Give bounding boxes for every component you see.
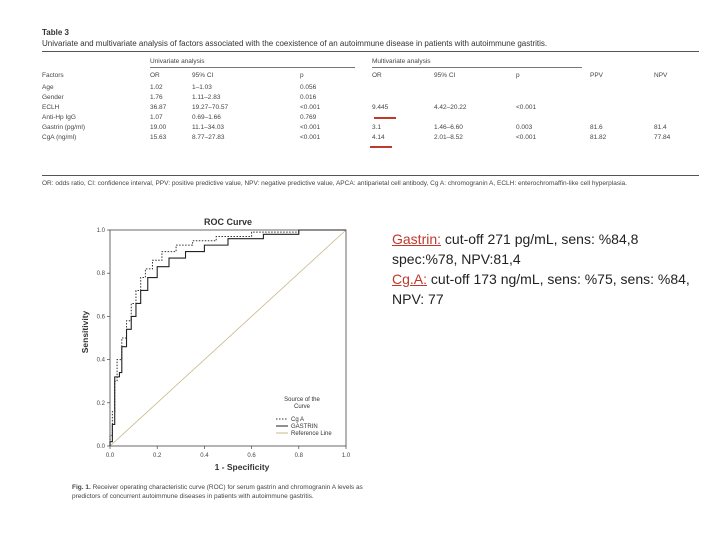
- note-cga-name: Cg.A:: [392, 271, 428, 287]
- group-univariate-line: [150, 67, 355, 68]
- series-cga-line: [109, 229, 346, 446]
- figure-caption-label: Fig. 1.: [72, 484, 91, 491]
- roc-chart: ROC Curve 0.00.0 0.2 0.2 0.4 0.4 0.6 0.6 0.8 0.8…: [80, 214, 370, 482]
- cell-ci-uni: 11.1–34.03: [192, 124, 225, 131]
- cell-or-uni: 1.76: [150, 94, 163, 101]
- header-ci-multi: 95% CI: [434, 72, 456, 79]
- group-univariate: Univariate analysis: [150, 58, 205, 65]
- chart-legend: Source of the Curve Cg A GASTRIN Referen…: [276, 397, 332, 437]
- cell-factor: Gastrin (pg/ml): [42, 124, 85, 131]
- y-tick-label: 1.0: [97, 228, 106, 234]
- cell-p-uni: <0.001: [300, 134, 321, 141]
- cell-ci-multi: 1.46–6.60: [434, 124, 463, 131]
- legend-title-line2: Curve: [294, 404, 311, 410]
- cell-ci-uni: 8.77–27.83: [192, 134, 225, 141]
- header-npv: NPV: [654, 72, 668, 79]
- y-tick-label: 0.6: [97, 314, 106, 320]
- cell-npv: 81.4: [654, 124, 667, 131]
- cell-factor: Gender: [42, 94, 64, 101]
- cell-or-uni: 15.63: [150, 134, 167, 141]
- cell-factor: ECLH: [42, 104, 60, 111]
- cell-ci-uni: 0.69–1.66: [192, 114, 221, 121]
- cell-ci-uni: 1.11–2.83: [192, 94, 221, 101]
- y-tick-label: 0.4: [97, 358, 106, 364]
- cell-ppv: 81.82: [590, 134, 607, 141]
- cell-ppv: 81.6: [590, 124, 603, 131]
- note-gastrin-name: Gastrin:: [392, 231, 442, 247]
- x-tick-label: 1.0: [342, 453, 351, 459]
- cell-ci-multi: 4.42–20.22: [434, 104, 467, 111]
- figure-caption-text: Receiver operating characteristic curve …: [72, 484, 363, 500]
- legend-label-reference: Reference Line: [291, 431, 332, 437]
- note-cga-text: cut-off 173 ng/mL, sens: %75, sens: %84,…: [392, 271, 690, 307]
- cell-p-multi: <0.001: [516, 104, 537, 111]
- cell-p-uni: <0.001: [300, 104, 321, 111]
- header-p-multi: p: [516, 72, 520, 79]
- group-multivariate-line: [372, 67, 582, 68]
- x-tick-label: 0.2: [153, 453, 162, 459]
- cell-p-multi: <0.001: [516, 134, 537, 141]
- header-ppv: PPV: [590, 72, 604, 79]
- cell-or-multi: 9.445: [372, 104, 389, 111]
- cell-p-multi: 0.003: [516, 124, 533, 131]
- header-ci-uni: 95% CI: [192, 72, 214, 79]
- x-tick-label: 0.0: [106, 453, 115, 459]
- cell-p-uni: 0.056: [300, 84, 317, 91]
- table-top-rule: [42, 51, 699, 52]
- axis-ticks: 0.00.0 0.2 0.2 0.4 0.4 0.6 0.6 0.8 0.8 1.0 1.0: [97, 228, 351, 459]
- header-factor: Factors: [42, 72, 64, 79]
- legend-title-line1: Source of the: [284, 397, 320, 403]
- plot-frame: [109, 229, 347, 447]
- cell-factor: CgA (ng/ml): [42, 134, 77, 141]
- table-footnote: OR: odds ratio, CI: confidence interval,…: [42, 180, 627, 187]
- x-tick-label: 0.4: [200, 453, 209, 459]
- cell-p-uni: <0.001: [300, 124, 321, 131]
- cell-or-uni: 1.07: [150, 114, 163, 121]
- y-axis-label: Sensitivity: [80, 310, 90, 353]
- y-tick-label: 0.0: [97, 444, 106, 450]
- cell-or-multi: 3.1: [372, 124, 382, 131]
- red-underline-mark: [374, 117, 396, 119]
- chart-background: [80, 214, 370, 482]
- series-gastrin-line: [109, 229, 346, 446]
- cell-or-uni: 19.00: [150, 124, 167, 131]
- table-label: Table 3: [42, 28, 69, 37]
- header-p-uni: p: [300, 72, 304, 79]
- chart-title: ROC Curve: [204, 217, 252, 227]
- y-tick-label: 0.2: [97, 401, 106, 407]
- table-bottom-rule: [42, 175, 699, 176]
- cell-or-uni: 36.87: [150, 104, 167, 111]
- cell-or-uni: 1.02: [150, 84, 163, 91]
- x-tick-label: 0.8: [295, 453, 304, 459]
- cell-factor: Anti-Hp IgG: [42, 114, 76, 121]
- cell-ci-uni: 19.27–70.57: [192, 104, 229, 111]
- note-gastrin-text: cut-off 271 pg/mL, sens: %84,8 spec:%78,…: [392, 231, 639, 267]
- x-tick-label: 0.6: [247, 453, 256, 459]
- cell-npv: 77.84: [654, 134, 671, 141]
- y-tick-label: 0.8: [97, 271, 106, 277]
- cell-p-uni: 0.016: [300, 94, 317, 101]
- red-underline-mark: [370, 146, 392, 148]
- cell-ci-uni: 1–1.03: [192, 84, 212, 91]
- figure-caption: Fig. 1. Receiver operating characteristi…: [72, 484, 372, 501]
- cell-ci-multi: 2.01–8.52: [434, 134, 463, 141]
- group-multivariate: Multivariate analysis: [372, 58, 431, 65]
- legend-label-cga: Cg A: [291, 417, 304, 423]
- cell-or-multi: 4.14: [372, 134, 385, 141]
- cell-factor: Age: [42, 84, 54, 91]
- table-title: Univariate and multivariate analysis of …: [42, 39, 548, 48]
- header-or-uni: OR: [150, 72, 160, 79]
- legend-label-gastrin: GASTRIN: [291, 424, 318, 430]
- header-or-multi: OR: [372, 72, 382, 79]
- x-axis-label: 1 - Specificity: [215, 462, 270, 472]
- reference-line: [109, 229, 347, 447]
- cutoff-note: Gastrin: cut-off 271 pg/mL, sens: %84,8 …: [392, 229, 697, 309]
- cell-p-uni: 0.769: [300, 114, 317, 121]
